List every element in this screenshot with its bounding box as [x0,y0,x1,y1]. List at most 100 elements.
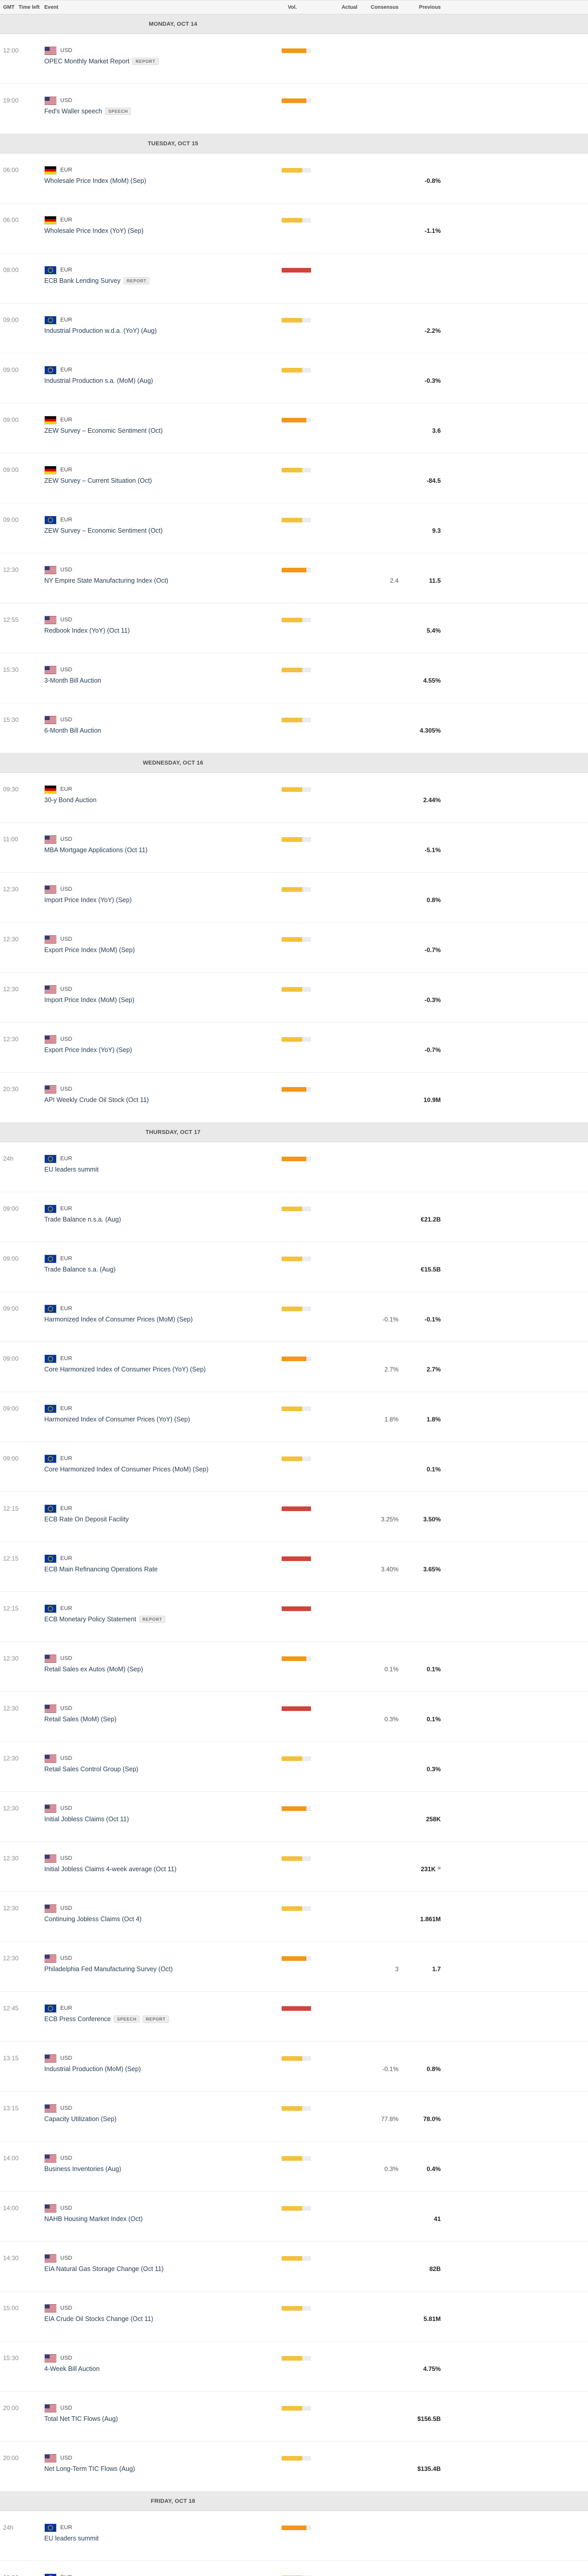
event-row[interactable]: 09:00 EUR Harmonized Index of Consumer Pri… [0,1292,588,1342]
event-row[interactable]: 24h EUR EU leaders summit [0,1142,588,1192]
event-title[interactable]: NY Empire State Manufacturing Index (Oct… [44,577,168,584]
event-row[interactable]: 08:00 EUR ECB Bank Lending Survey REPORT [0,253,588,303]
event-row[interactable]: 09:00 EUR Harmonized Index of Consumer Pri… [0,1392,588,1442]
event-title[interactable]: 4-Week Bill Auction [44,2365,100,2372]
event-title[interactable]: ECB Press Conference [44,2015,111,2023]
event-row[interactable]: 13:15 USD Industrial Production (MoM) (Sep… [0,2042,588,2092]
event-title[interactable]: Export Price Index (MoM) (Sep) [44,946,135,954]
event-title[interactable]: Continuing Jobless Claims (Oct 4) [44,1916,142,1923]
event-title[interactable]: Initial Jobless Claims 4-week average (O… [44,1866,177,1873]
event-row[interactable]: 24h EUR EU leaders summit [0,2511,588,2561]
event-title[interactable]: MBA Mortgage Applications (Oct 11) [44,846,148,854]
event-title[interactable]: Capacity Utilization (Sep) [44,2115,117,2123]
event-row[interactable]: 09:00 EUR Industrial Production w.d.a. (Yo… [0,303,588,353]
event-row[interactable]: 12:55 USD Redbook Index (YoY) (Oct 11) 5.4% [0,603,588,653]
event-title[interactable]: Retail Sales Control Group (Sep) [44,1766,139,1773]
event-title[interactable]: Industrial Production (MoM) (Sep) [44,2065,141,2073]
event-title[interactable]: ZEW Survey – Current Situation (Oct) [44,477,152,484]
event-title[interactable]: ZEW Survey – Economic Sentiment (Oct) [44,527,163,534]
event-row[interactable]: 09:00 EUR Trade Balance s.a. (Aug) €15.5B [0,1242,588,1292]
event-title[interactable]: API Weekly Crude Oil Stock (Oct 11) [44,1096,149,1104]
event-row[interactable]: 14:00 USD NAHB Housing Market Index (Oct) 4… [0,2192,588,2242]
event-row[interactable]: 14:00 USD Business Inventories (Aug) 0.3% 0.… [0,2142,588,2192]
event-row[interactable]: 15:30 USD 3-Month Bill Auction 4.55% [0,653,588,703]
event-title[interactable]: Industrial Production s.a. (MoM) (Aug) [44,377,153,384]
event-row[interactable]: 12:30 USD Import Price Index (MoM) (Sep) -0… [0,973,588,1023]
event-title[interactable]: Industrial Production w.d.a. (YoY) (Aug) [44,327,157,334]
event-row[interactable]: 12:30 USD Initial Jobless Claims 4-week av… [0,1842,588,1892]
event-title[interactable]: EIA Natural Gas Storage Change (Oct 11) [44,2265,164,2273]
event-row[interactable]: 19:00 USD Fed's Waller speech SPEECH [0,84,588,134]
event-row[interactable]: 06:00 EUR Wholesale Price Index (YoY) (Sep… [0,204,588,253]
event-title[interactable]: Export Price Index (YoY) (Sep) [44,1046,132,1054]
event-row[interactable]: 12:30 USD Export Price Index (MoM) (Sep) -0… [0,923,588,973]
event-row[interactable]: 09:00 EUR ZEW Survey – Economic Sentiment … [0,403,588,453]
event-title[interactable]: Net Long-Term TIC Flows (Aug) [44,2465,135,2472]
event-title[interactable]: 3-Month Bill Auction [44,677,101,684]
event-row[interactable]: 09:00 EUR Core Harmonized Index of Consume… [0,1342,588,1392]
event-title[interactable]: Philadelphia Fed Manufacturing Survey (O… [44,1965,173,1973]
event-title[interactable]: Initial Jobless Claims (Oct 11) [44,1816,129,1823]
event-title[interactable]: ZEW Survey – Economic Sentiment (Oct) [44,427,163,434]
event-row[interactable]: 12:30 USD Retail Sales (MoM) (Sep) 0.3% 0.1% [0,1692,588,1742]
event-row[interactable]: 11:00 USD MBA Mortgage Applications (Oct 1… [0,823,588,873]
event-title[interactable]: ECB Monetary Policy Statement [44,1616,136,1623]
event-title[interactable]: Fed's Waller speech [44,108,102,115]
event-row[interactable]: 12:15 EUR ECB Rate On Deposit Facility 3.25… [0,1492,588,1542]
event-row[interactable]: 12:30 USD Continuing Jobless Claims (Oct 4… [0,1892,588,1942]
event-title[interactable]: Retail Sales (MoM) (Sep) [44,1716,117,1723]
event-row[interactable]: 12:15 EUR ECB Main Refinancing Operations … [0,1542,588,1592]
event-row[interactable]: 09:00 EUR Trade Balance n.s.a. (Aug) €21.2B [0,1192,588,1242]
event-title[interactable]: Trade Balance n.s.a. (Aug) [44,1216,121,1223]
event-row[interactable]: 12:30 USD NY Empire State Manufacturing In… [0,553,588,603]
event-row[interactable]: 20:30 USD API Weekly Crude Oil Stock (Oct … [0,1073,588,1123]
event-title[interactable]: 6-Month Bill Auction [44,727,101,734]
event-title[interactable]: Total Net TIC Flows (Aug) [44,2415,118,2422]
event-row[interactable]: 12:30 USD Philadelphia Fed Manufacturing S… [0,1942,588,1992]
event-row[interactable]: 09:00 EUR Industrial Production s.a. (MoM)… [0,353,588,403]
event-title[interactable]: ECB Bank Lending Survey [44,277,121,284]
event-row[interactable]: 15:00 USD EIA Crude Oil Stocks Change (Oct… [0,2292,588,2342]
event-row[interactable]: 09:30 EUR 30-y Bond Auction 2.44% [0,773,588,823]
event-title[interactable]: Trade Balance s.a. (Aug) [44,1266,116,1273]
event-title[interactable]: Business Inventories (Aug) [44,2165,122,2173]
event-title[interactable]: ECB Main Refinancing Operations Rate [44,1566,158,1573]
event-row[interactable]: 12:30 USD Import Price Index (YoY) (Sep) 0.… [0,873,588,923]
event-title[interactable]: Harmonized Index of Consumer Prices (YoY… [44,1416,190,1423]
event-row[interactable]: 15:30 USD 6-Month Bill Auction 4.305% [0,703,588,753]
event-time: 09:00 [3,466,19,473]
event-row[interactable]: 15:30 USD 4-Week Bill Auction 4.75% [0,2342,588,2392]
event-row[interactable]: 08:00EURCurrent Account s.a (Aug)€39.6B [0,2561,588,2576]
event-row[interactable]: 12:30 USD Initial Jobless Claims (Oct 11) 2… [0,1792,588,1842]
event-row[interactable]: 12:15 EUR ECB Monetary Policy Statement REP… [0,1592,588,1642]
event-row[interactable]: 12:30 USD Retail Sales Control Group (Sep)… [0,1742,588,1792]
event-title[interactable]: Core Harmonized Index of Consumer Prices… [44,1366,206,1373]
event-row[interactable]: 12:00 USD OPEC Monthly Market Report REPORT [0,34,588,84]
event-title[interactable]: Retail Sales ex Autos (MoM) (Sep) [44,1666,143,1673]
event-title[interactable]: EU leaders summit [44,2535,99,2542]
event-title[interactable]: EU leaders summit [44,1166,99,1173]
event-row[interactable]: 13:15 USD Capacity Utilization (Sep) 77.8% 7… [0,2092,588,2142]
event-row[interactable]: 12:45 EUR ECB Press Conference SPEECH REPORT [0,1992,588,2042]
event-row[interactable]: 09:00 EUR ZEW Survey – Economic Sentiment … [0,503,588,553]
event-title[interactable]: EIA Crude Oil Stocks Change (Oct 11) [44,2315,153,2323]
event-title[interactable]: Wholesale Price Index (YoY) (Sep) [44,227,144,234]
event-title[interactable]: Harmonized Index of Consumer Prices (MoM… [44,1316,193,1323]
event-row[interactable]: 12:30 USD Retail Sales ex Autos (MoM) (Sep… [0,1642,588,1692]
event-title[interactable]: 30-y Bond Auction [44,796,97,804]
event-title[interactable]: Core Harmonized Index of Consumer Prices… [44,1466,209,1473]
event-title[interactable]: ECB Rate On Deposit Facility [44,1516,129,1523]
event-row[interactable]: 09:00 EUR ZEW Survey – Current Situation (… [0,453,588,503]
event-row[interactable]: 06:00 EUR Wholesale Price Index (MoM) (Sep… [0,154,588,204]
event-title[interactable]: Import Price Index (YoY) (Sep) [44,896,132,904]
event-title[interactable]: Import Price Index (MoM) (Sep) [44,996,135,1004]
event-title[interactable]: NAHB Housing Market Index (Oct) [44,2215,143,2223]
event-row[interactable]: 20:00 USD Total Net TIC Flows (Aug) $156.5B [0,2392,588,2442]
event-row[interactable]: 09:00 EUR Core Harmonized Index of Consume… [0,1442,588,1492]
event-title[interactable]: Wholesale Price Index (MoM) (Sep) [44,177,146,184]
event-row[interactable]: 20:00 USD Net Long-Term TIC Flows (Aug) $13… [0,2442,588,2492]
event-title[interactable]: OPEC Monthly Market Report [44,58,130,65]
event-title[interactable]: Redbook Index (YoY) (Oct 11) [44,627,130,634]
event-row[interactable]: 14:30 USD EIA Natural Gas Storage Change (… [0,2242,588,2292]
event-row[interactable]: 12:30 USD Export Price Index (YoY) (Sep) -0… [0,1023,588,1073]
